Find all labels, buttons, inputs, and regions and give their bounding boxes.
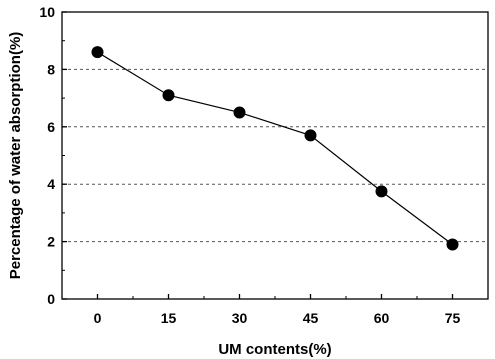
grid-lines (62, 68, 488, 243)
x-tick-label: 45 (303, 310, 319, 326)
y-axis-title: Percentage of water absorption(%) (7, 32, 24, 280)
axis-ticks (62, 11, 454, 300)
y-tick-label: 6 (47, 119, 55, 135)
x-tick-label: 0 (94, 310, 102, 326)
data-point (91, 46, 104, 59)
x-tick-label: 30 (232, 310, 248, 326)
data-point (446, 238, 459, 251)
y-tick-label: 2 (47, 234, 55, 250)
plot-frame (61, 11, 489, 300)
y-tick-label: 10 (39, 4, 55, 20)
data-point (375, 185, 388, 198)
x-tick-label: 15 (161, 310, 177, 326)
y-tick-label: 8 (47, 61, 55, 77)
data-point (233, 106, 246, 119)
x-tick-label: 60 (374, 310, 390, 326)
data-points (91, 46, 459, 251)
series-line (97, 51, 453, 245)
x-axis-title: UM contents(%) (218, 341, 331, 358)
y-tick-label: 0 (47, 291, 55, 307)
y-tick-label: 4 (47, 176, 55, 192)
data-point (162, 89, 175, 102)
tick-labels: 0 2 4 6 8 10 0 15 30 45 60 75 (39, 4, 460, 326)
data-point (304, 129, 317, 142)
x-tick-label: 75 (445, 310, 461, 326)
